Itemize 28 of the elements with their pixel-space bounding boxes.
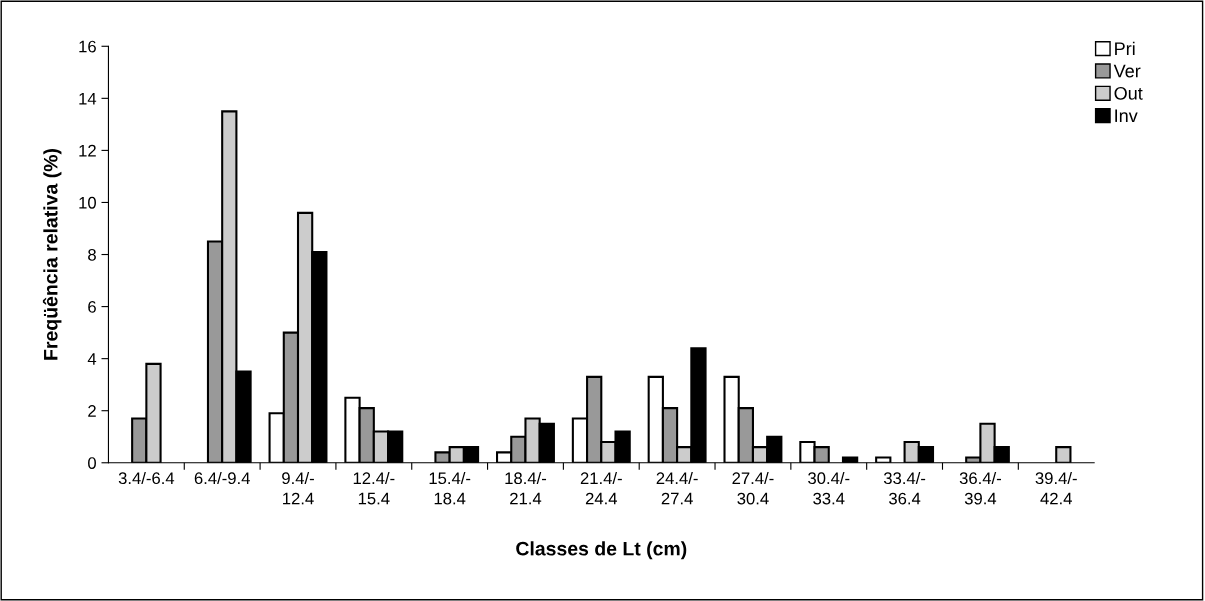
x-axis-title: Classes de Lt (cm) — [516, 541, 687, 560]
y-tick-label: 2 — [88, 405, 96, 417]
x-tick-label: 39.4/-42.4 — [1035, 471, 1077, 505]
x-tick-label: 6.4/-9.4 — [194, 471, 250, 485]
y-tick-label: 0 — [88, 457, 96, 469]
x-tick-label: 24.4/-27.4 — [656, 471, 698, 505]
y-tick-label: 8 — [88, 248, 96, 261]
legend-label: Pri — [1115, 41, 1135, 55]
x-tick-label: 3.4/-6.4 — [118, 471, 175, 485]
y-tick-label: 4 — [87, 353, 97, 365]
x-tick-label: 9.4/-12.4 — [282, 471, 314, 505]
x-tick-label: 27.4/-30.4 — [732, 471, 774, 505]
x-tick-label: 18.4/-21.4 — [505, 471, 547, 505]
x-tick-label: 30.4/-33.4 — [808, 471, 850, 505]
y-tick-label: 14 — [79, 92, 97, 105]
x-tick-label: 15.4/-18.4 — [429, 471, 471, 505]
legend-label: Inv — [1115, 109, 1138, 122]
y-tick-label: 12 — [79, 144, 96, 157]
x-tick-label: 36.4/-39.4 — [959, 471, 1001, 505]
y-tick-label: 10 — [79, 196, 96, 209]
y-tick-label: 6 — [88, 300, 96, 313]
legend-label: Ver — [1113, 64, 1141, 78]
y-tick-label: 16 — [79, 40, 96, 53]
legend-label: Out — [1114, 86, 1143, 100]
x-tick-label: 12.4/-15.4 — [353, 471, 395, 505]
y-axis-title: Freqüência relativa (%) — [42, 149, 62, 360]
x-tick-label: 21.4/-24.4 — [580, 471, 622, 505]
x-tick-label: 33.4/-36.4 — [883, 471, 926, 505]
